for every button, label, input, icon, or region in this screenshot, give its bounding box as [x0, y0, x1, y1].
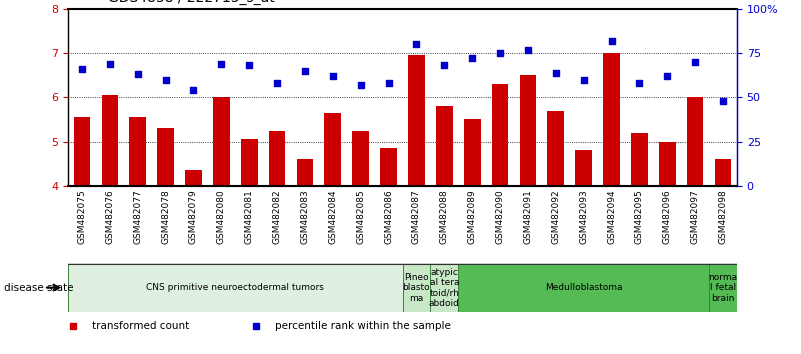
Bar — [352, 131, 369, 186]
Bar — [686, 97, 703, 186]
Text: GSM482083: GSM482083 — [300, 190, 309, 245]
Text: GSM482077: GSM482077 — [133, 190, 143, 245]
Bar — [74, 117, 91, 186]
Point — [159, 77, 172, 82]
Text: GSM482084: GSM482084 — [328, 190, 337, 244]
Text: GSM482085: GSM482085 — [356, 190, 365, 245]
Bar — [714, 159, 731, 186]
Bar — [213, 97, 230, 186]
Text: GSM482094: GSM482094 — [607, 190, 616, 244]
Point — [271, 80, 284, 86]
Text: GSM482086: GSM482086 — [384, 190, 393, 245]
Text: GSM482088: GSM482088 — [440, 190, 449, 245]
Bar — [269, 131, 285, 186]
Bar — [603, 53, 620, 186]
Text: percentile rank within the sample: percentile rank within the sample — [275, 321, 451, 331]
Bar — [324, 113, 341, 186]
Bar — [157, 129, 174, 186]
Bar — [436, 106, 453, 186]
Bar — [380, 148, 397, 186]
Point — [717, 98, 730, 104]
Text: CNS primitive neuroectodermal tumors: CNS primitive neuroectodermal tumors — [147, 283, 324, 292]
Point — [438, 63, 451, 68]
Text: GSM482090: GSM482090 — [496, 190, 505, 245]
Text: norma
l fetal
brain: norma l fetal brain — [708, 273, 738, 303]
Bar — [575, 150, 592, 186]
Text: GSM482096: GSM482096 — [662, 190, 672, 245]
Text: transformed count: transformed count — [92, 321, 189, 331]
Bar — [241, 139, 258, 186]
Text: GSM482095: GSM482095 — [635, 190, 644, 245]
Bar — [464, 120, 481, 186]
Point — [243, 63, 256, 68]
Text: atypic
al tera
toid/rh
abdoid: atypic al tera toid/rh abdoid — [429, 268, 460, 308]
Bar — [547, 110, 564, 186]
Text: Pineo
blasto
ma: Pineo blasto ma — [403, 273, 430, 303]
Text: GSM482097: GSM482097 — [690, 190, 699, 245]
Text: GDS4838 / 222715_s_at: GDS4838 / 222715_s_at — [108, 0, 275, 5]
Bar — [520, 75, 537, 186]
Point — [605, 38, 618, 44]
Text: GSM482081: GSM482081 — [245, 190, 254, 245]
Bar — [631, 133, 648, 186]
Text: GSM482087: GSM482087 — [412, 190, 421, 245]
Bar — [659, 142, 675, 186]
Point — [215, 61, 227, 67]
Bar — [458, 264, 709, 312]
Point — [549, 70, 562, 75]
Bar — [709, 264, 737, 312]
Bar — [430, 264, 458, 312]
Point — [103, 61, 116, 67]
Point — [382, 80, 395, 86]
Bar — [102, 95, 119, 186]
Point — [75, 66, 88, 72]
Point — [521, 47, 534, 52]
Point — [633, 80, 646, 86]
Text: GSM482091: GSM482091 — [523, 190, 533, 245]
Point — [689, 59, 702, 65]
Text: GSM482075: GSM482075 — [78, 190, 87, 245]
Text: GSM482076: GSM482076 — [106, 190, 115, 245]
Point — [465, 56, 478, 61]
Bar — [130, 117, 146, 186]
Text: GSM482079: GSM482079 — [189, 190, 198, 245]
Point — [131, 72, 144, 77]
Point — [327, 73, 340, 79]
Text: GSM482092: GSM482092 — [551, 190, 560, 244]
Text: GSM482093: GSM482093 — [579, 190, 588, 245]
Bar — [408, 55, 425, 186]
Point — [410, 41, 423, 47]
Point — [354, 82, 367, 88]
Text: GSM482082: GSM482082 — [272, 190, 282, 244]
Bar — [403, 264, 430, 312]
Point — [187, 87, 200, 93]
Text: GSM482098: GSM482098 — [718, 190, 727, 245]
Bar — [68, 264, 403, 312]
Point — [493, 50, 506, 56]
Point — [578, 77, 590, 82]
Text: GSM482080: GSM482080 — [217, 190, 226, 245]
Point — [299, 68, 312, 74]
Text: disease state: disease state — [4, 282, 74, 293]
Point — [661, 73, 674, 79]
Bar — [492, 84, 509, 186]
Text: GSM482078: GSM482078 — [161, 190, 170, 245]
Text: Medulloblastoma: Medulloblastoma — [545, 283, 622, 292]
Text: GSM482089: GSM482089 — [468, 190, 477, 245]
Bar — [185, 170, 202, 186]
Bar — [296, 159, 313, 186]
